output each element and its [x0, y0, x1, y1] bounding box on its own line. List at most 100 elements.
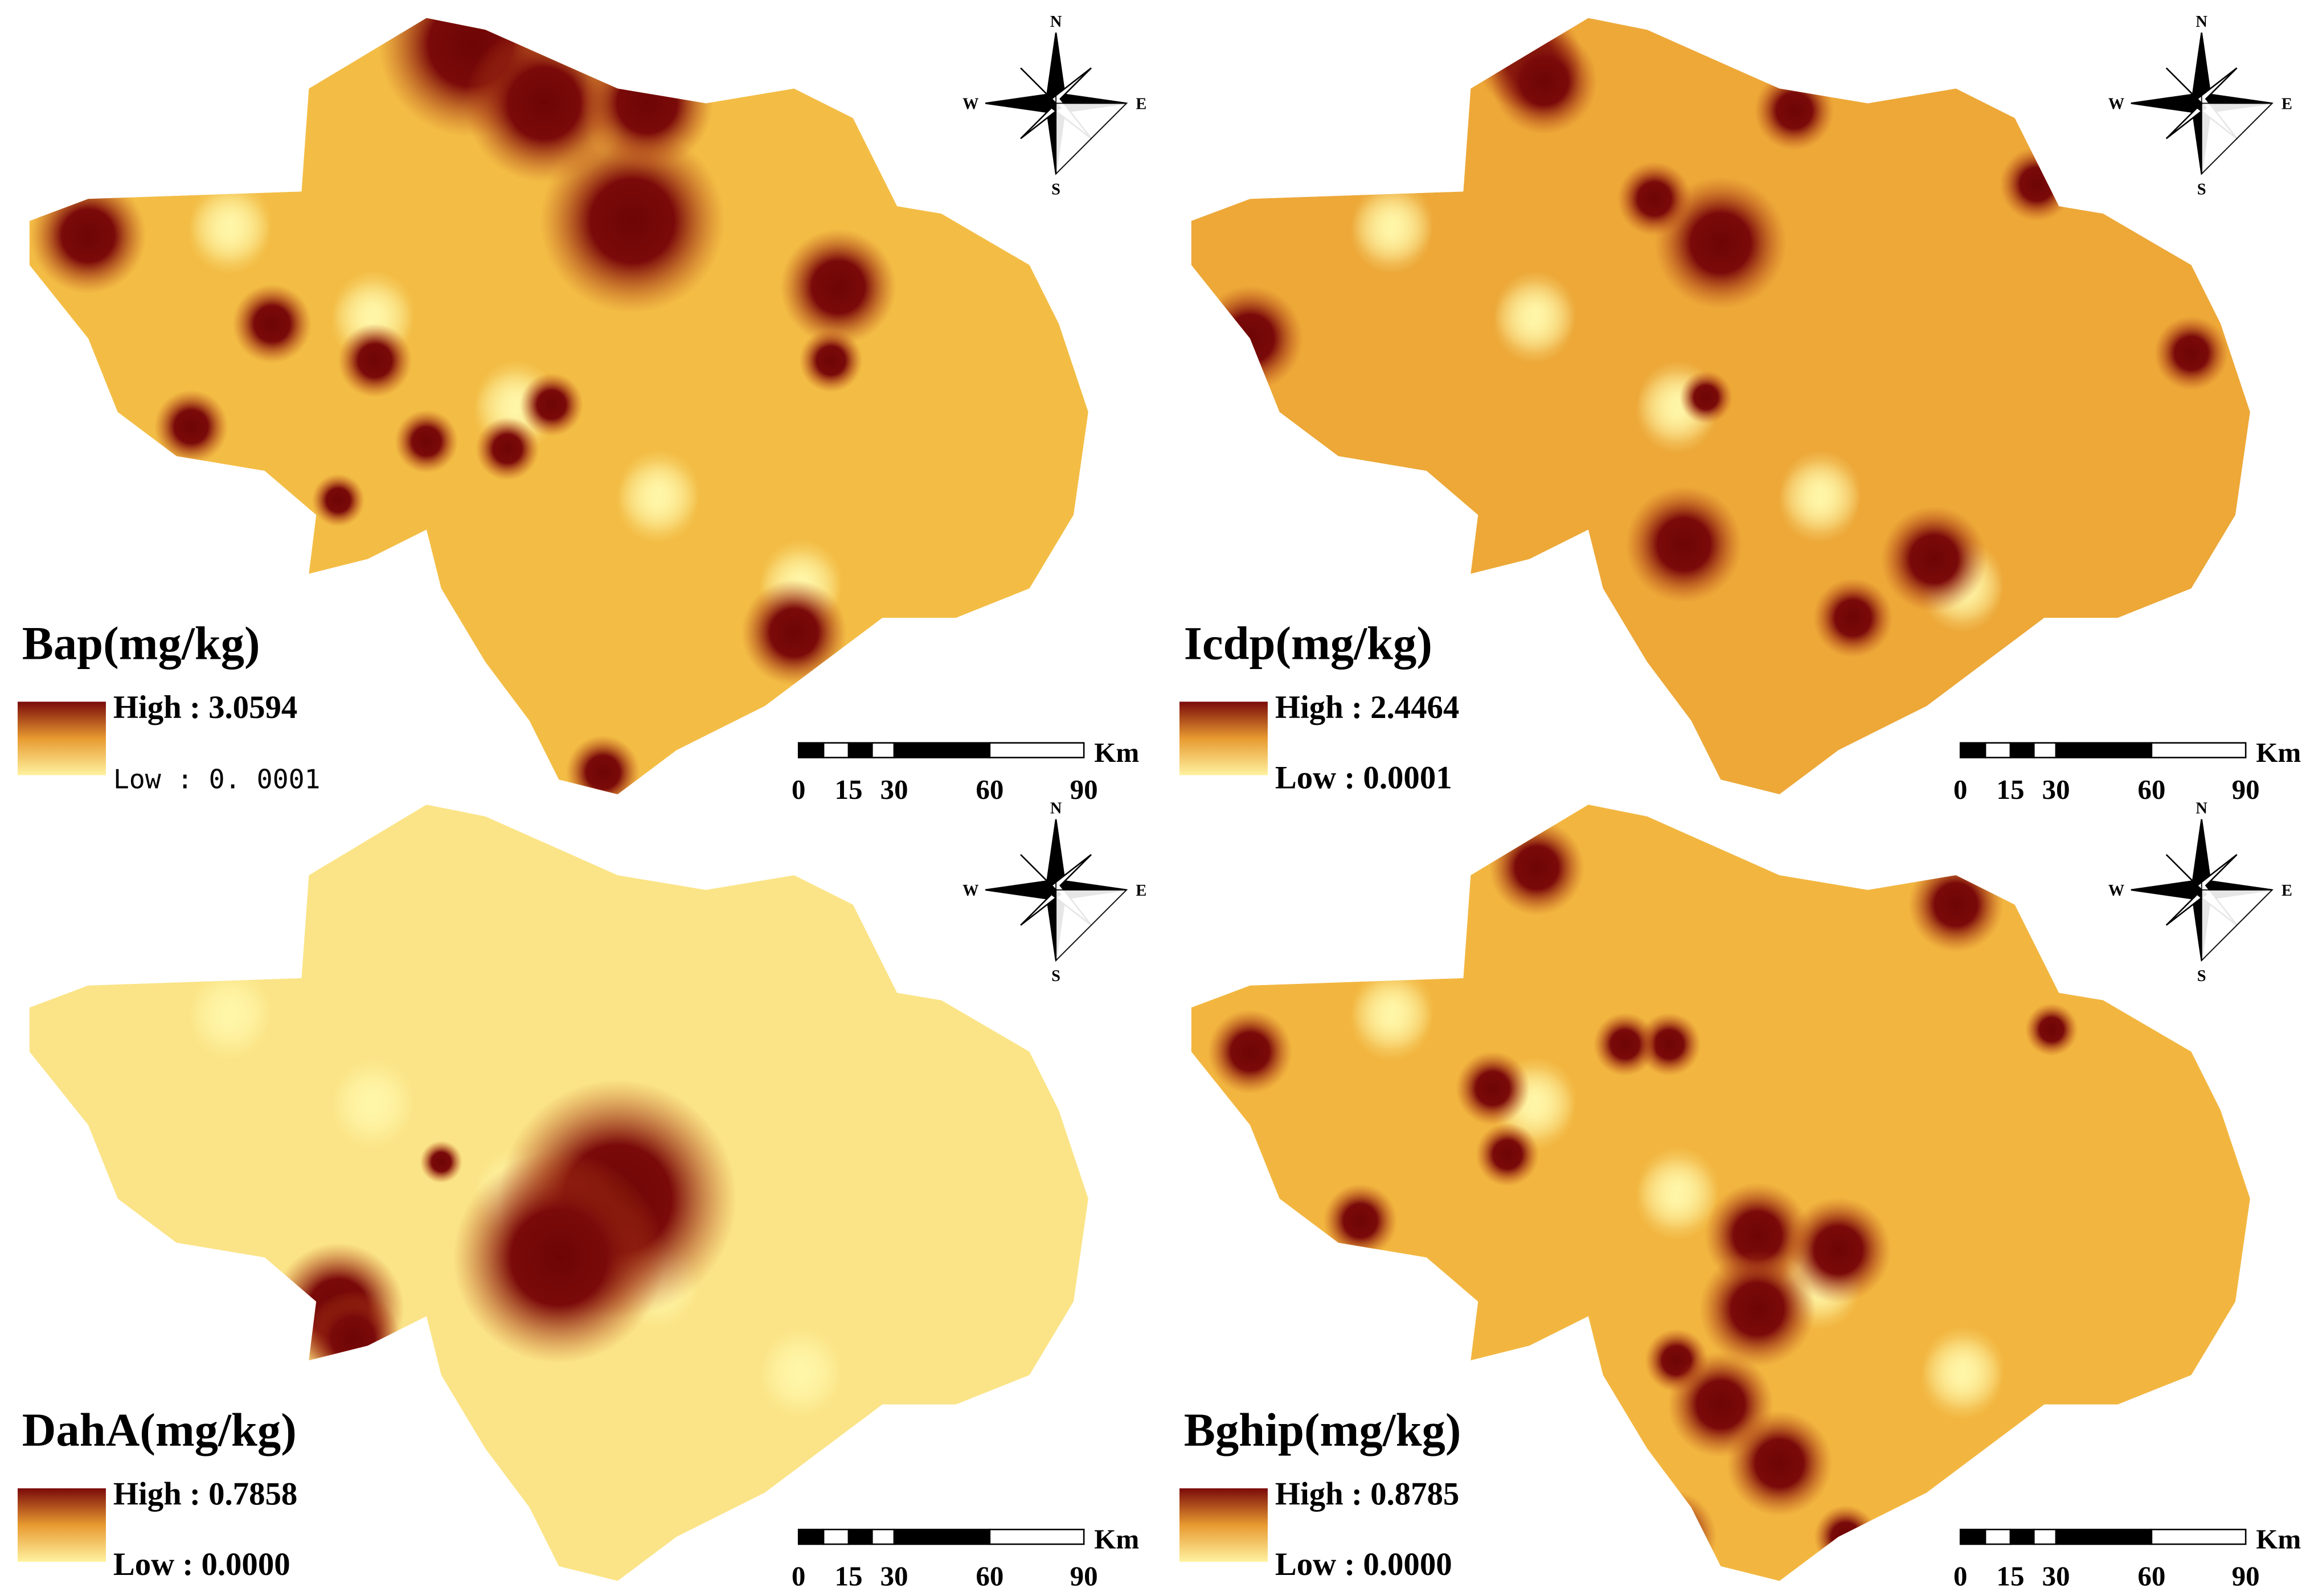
- hotspot: [305, 1290, 401, 1386]
- scale-label: 60: [2137, 1560, 2165, 1591]
- scale-segment: [1959, 742, 1986, 758]
- legend-high: High : 0.7858: [113, 1476, 297, 1512]
- compass-e: E: [2282, 96, 2292, 113]
- compass-half: [1055, 819, 1128, 962]
- hotspot: [1621, 1489, 1717, 1581]
- scale-segment: [847, 1528, 873, 1545]
- hotspot: [566, 735, 640, 795]
- compass: N S W E: [2108, 800, 2292, 985]
- compass-s: S: [1051, 967, 1060, 985]
- map-title: Bap(mg/kg): [22, 617, 260, 669]
- light-spot: [1635, 1157, 1718, 1240]
- map: [29, 18, 1088, 795]
- legend-high: High : 3.0594: [113, 690, 297, 725]
- hotspot: [476, 417, 539, 481]
- hotspot: [1813, 578, 1893, 658]
- scale-unit: Km: [1094, 1524, 1139, 1555]
- hotspot: [1207, 1009, 1293, 1094]
- light-spot: [2063, 1426, 2146, 1509]
- scale-label: 90: [2232, 1560, 2260, 1591]
- hotspot: [1726, 1410, 1833, 1516]
- legend-high: High : 2.4464: [1275, 690, 1459, 725]
- compass: N S W E: [2108, 13, 2292, 198]
- scale-unit: Km: [2256, 1524, 2301, 1555]
- hotspot: [1625, 486, 1742, 603]
- scale-label: 15: [1996, 1560, 2024, 1591]
- scale-segment: [893, 1528, 991, 1545]
- hotspot: [1323, 1183, 1398, 1258]
- scale-segment: [797, 742, 825, 758]
- legend-high: High : 0.8785: [1275, 1476, 1459, 1512]
- scale-label: 30: [880, 1560, 908, 1591]
- hotspot: [519, 372, 584, 437]
- compass-n: N: [1050, 13, 1062, 31]
- hotspot: [1908, 857, 2004, 953]
- light-spot: [47, 91, 130, 174]
- panel: Icdp(mg/kg) High : 2.4464 Low : 0.0001 0 15 3…: [1179, 13, 2301, 805]
- hotspot: [780, 228, 897, 346]
- scale-label: 60: [976, 1560, 1004, 1591]
- scale-unit: Km: [2256, 737, 2301, 768]
- scale-label: 90: [1070, 774, 1098, 805]
- panel: Bap(mg/kg) High : 3.0594 Low : 0. 0001 0 15 3…: [17, 13, 1146, 805]
- hotspot: [420, 1140, 462, 1183]
- scale-label: 0: [792, 1560, 806, 1591]
- hotspot: [2000, 147, 2074, 221]
- light-spot: [1350, 191, 1433, 274]
- scale-label: 90: [1070, 1560, 1098, 1591]
- compass-s: S: [2197, 180, 2206, 198]
- legend-low: Low : 0. 0001: [113, 764, 321, 795]
- scale-segment: [847, 742, 873, 758]
- light-spot: [1209, 878, 1292, 961]
- hotspot: [539, 128, 726, 314]
- scale-segment: [2009, 742, 2035, 758]
- compass-n: N: [2196, 13, 2207, 31]
- scale-segment: [989, 1528, 1085, 1545]
- hotspot: [1593, 1012, 1657, 1076]
- compass-n: N: [1050, 800, 1062, 818]
- map: [1191, 18, 2250, 795]
- light-spot: [188, 191, 271, 274]
- map: [1191, 805, 2250, 1581]
- map-title: DahA(mg/kg): [22, 1404, 297, 1456]
- compass-half: [2201, 819, 2274, 962]
- light-spot: [903, 629, 986, 712]
- scale-label: 0: [1953, 774, 1968, 805]
- hotspot: [1491, 28, 1598, 134]
- compass-half: [2201, 32, 2274, 175]
- scale-label: 15: [834, 774, 862, 805]
- scale-segment: [2033, 742, 2057, 758]
- scale-segment: [871, 1528, 895, 1545]
- legend-ramp: [1179, 701, 1268, 776]
- legend-ramp: [17, 701, 106, 776]
- compass: N S W E: [962, 800, 1146, 985]
- hotspot: [1881, 506, 1987, 612]
- light-spot: [1920, 1336, 2004, 1419]
- compass-w: W: [2108, 882, 2124, 900]
- hotspot: [2154, 316, 2229, 391]
- light-spot: [616, 460, 699, 543]
- hotspot: [453, 1151, 665, 1364]
- panel: Bghip(mg/kg) High : 0.8785 Low : 0.0000 0 15…: [1179, 800, 2301, 1591]
- scale-segment: [822, 1528, 850, 1545]
- light-spot: [2065, 629, 2148, 712]
- scale-label: 0: [792, 774, 806, 805]
- light-spot: [1350, 978, 1433, 1061]
- scale-label: 90: [2232, 774, 2260, 805]
- compass-w: W: [962, 882, 978, 900]
- compass-s: S: [2197, 967, 2206, 985]
- legend-low: Low : 0.0000: [1275, 1546, 1452, 1582]
- scale-segment: [822, 742, 850, 758]
- compass-half: [1055, 32, 1128, 175]
- scale-segment: [2055, 1528, 2153, 1545]
- light-spot: [47, 878, 130, 961]
- hotspot: [1785, 1197, 1891, 1303]
- hotspot: [741, 580, 847, 686]
- light-spot: [1209, 91, 1292, 174]
- light-spot: [188, 978, 271, 1061]
- hotspot: [1679, 371, 1732, 424]
- scale-segment: [2033, 1528, 2057, 1545]
- scale-segment: [2009, 1528, 2035, 1545]
- scale-segment: [989, 742, 1085, 758]
